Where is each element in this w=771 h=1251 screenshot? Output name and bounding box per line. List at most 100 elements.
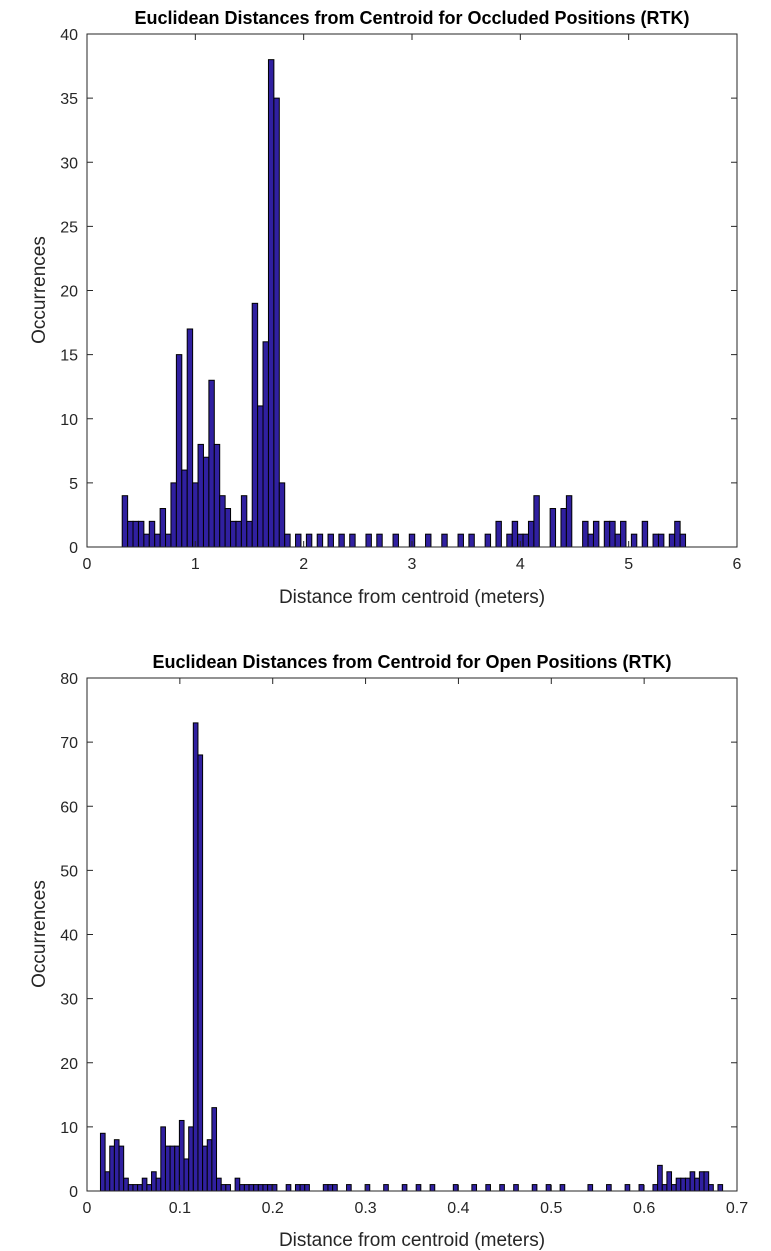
histogram-bar (657, 533, 665, 548)
histogram-bar (717, 1184, 724, 1192)
histogram-bar (495, 520, 502, 548)
histogram-bar (531, 1184, 538, 1192)
histogram-bar (175, 354, 183, 548)
histogram-bar (253, 1184, 259, 1192)
histogram-bar (159, 508, 167, 548)
histogram-bar (703, 1171, 710, 1192)
histogram-bar (457, 533, 464, 548)
histogram-bar (620, 520, 627, 548)
histogram-bar (652, 533, 659, 548)
histogram-bar (499, 1184, 505, 1192)
histogram-bar (327, 1184, 334, 1192)
y-tick-label: 10 (60, 412, 78, 429)
histogram-bar (606, 1184, 612, 1192)
histogram-bar (243, 1184, 250, 1192)
histogram-bar (127, 1184, 134, 1192)
histogram-bar (169, 1145, 176, 1192)
histogram-bar (452, 1184, 459, 1192)
histogram-bar (225, 1184, 231, 1192)
histogram-bar (197, 443, 204, 548)
x-tick-label: 3 (408, 556, 417, 573)
histogram-bar (197, 754, 204, 1192)
y-tick-label: 60 (60, 799, 78, 816)
histogram-bar (248, 1184, 255, 1192)
histogram-bar (383, 1184, 389, 1192)
histogram-bar (415, 1184, 422, 1192)
histogram-bar (392, 533, 399, 548)
x-tick-label: 0.7 (726, 1200, 748, 1217)
histogram-bar (257, 405, 264, 548)
histogram-bar (234, 1177, 241, 1192)
histogram-bar (587, 533, 594, 548)
histogram-bar (708, 1184, 714, 1192)
histogram-bar (533, 495, 540, 548)
histogram-bar (213, 443, 221, 548)
x-tick-label: 5 (624, 556, 633, 573)
histogram-bar (527, 520, 535, 548)
y-axis-label: Occurrences (29, 236, 50, 344)
histogram-bar (429, 1184, 436, 1192)
histogram-bar (346, 1184, 352, 1192)
histogram-bar (109, 1145, 115, 1192)
histogram-bar (148, 520, 156, 548)
histogram-bar (305, 533, 313, 548)
histogram-bar (154, 533, 161, 548)
histogram-bar (143, 533, 150, 548)
histogram-bar (624, 1184, 631, 1192)
histogram-bar (614, 533, 622, 548)
histogram-bar (165, 533, 172, 548)
histogram-bar (206, 1139, 213, 1192)
histogram-bar (262, 341, 269, 548)
histogram-bar (294, 1184, 301, 1192)
histogram-bar (137, 520, 145, 548)
histogram-bar (675, 1177, 682, 1192)
histogram-bar (141, 1177, 148, 1192)
x-axis-label: Distance from centroid (meters) (279, 587, 545, 608)
bars-group (121, 59, 687, 548)
histogram-bar (211, 1107, 218, 1192)
x-tick-label: 0.2 (262, 1200, 284, 1217)
histogram-bar (170, 482, 177, 548)
histogram-bar (183, 1158, 190, 1192)
ticks-group: 0 1 2 3 4 5 6 0 5 10 15 20 25 30 35 40 (60, 27, 741, 573)
histogram-bar (267, 59, 275, 548)
histogram-bar (257, 1184, 264, 1192)
plot-frame (86, 33, 738, 548)
y-tick-label: 35 (60, 91, 78, 108)
histogram-bar (376, 533, 383, 548)
histogram-bar (202, 456, 210, 548)
histogram-bar (471, 1184, 478, 1192)
histogram-bar (668, 533, 676, 548)
histogram-bar (137, 1184, 143, 1192)
x-tick-label: 0.6 (633, 1200, 655, 1217)
histogram-bar (132, 1184, 139, 1192)
y-axis-label: Occurrences (29, 880, 50, 988)
histogram-bar (698, 1171, 705, 1192)
histogram-bar (164, 1145, 171, 1192)
y-tick-label: 30 (60, 992, 78, 1009)
x-tick-label: 0 (83, 556, 92, 573)
histogram-bar (468, 533, 475, 548)
histogram-bar (322, 1184, 329, 1192)
histogram-bar (285, 1184, 292, 1192)
histogram-bar (582, 520, 589, 548)
histogram-bar (113, 1139, 120, 1192)
histogram-bar (278, 482, 286, 548)
histogram-bar (666, 1171, 673, 1192)
x-tick-label: 0.3 (354, 1200, 376, 1217)
y-tick-label: 30 (60, 155, 78, 172)
histogram-bar (230, 520, 237, 548)
histogram-bar (123, 1177, 129, 1192)
chart-title: Euclidean Distances from Centroid for Oc… (134, 8, 689, 28)
occluded-histogram: Euclidean Distances from Centroid for Oc… (29, 8, 742, 608)
y-tick-label: 50 (60, 863, 78, 880)
histogram-bar (522, 533, 529, 548)
histogram-bar (485, 1184, 491, 1192)
plot-frame (86, 677, 738, 1192)
bars-group (99, 722, 724, 1192)
histogram-bar (299, 1184, 306, 1192)
histogram-bar (104, 1171, 111, 1192)
ticks-group: 0 0.1 0.2 0.3 0.4 0.5 0.6 0.7 0 10 20 30 40 50 60 70 80 (60, 671, 748, 1217)
histogram-bar (694, 1177, 700, 1192)
